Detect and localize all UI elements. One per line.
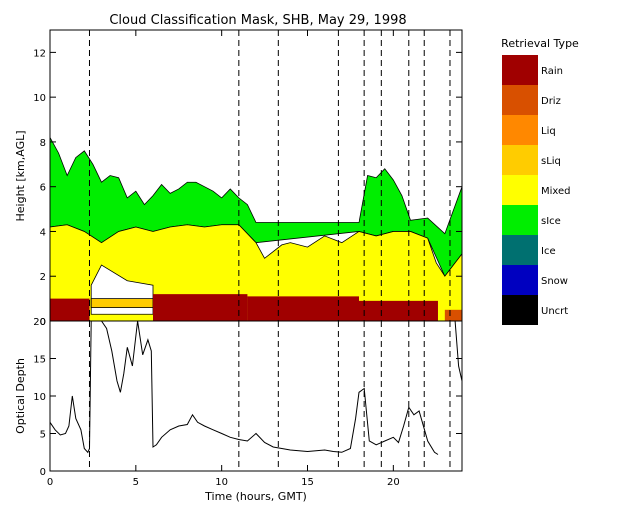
rain-block (359, 300, 438, 321)
height-axis-label: Height [km,AGL] (14, 130, 27, 221)
legend-swatch-rain (502, 55, 538, 85)
height-tick-label: 8 (40, 138, 46, 149)
time-markers (88, 30, 451, 321)
time-tick-label: 10 (215, 477, 228, 488)
legend-label-ice: Ice (541, 246, 556, 257)
time-tick-label: 0 (47, 477, 53, 488)
optical-depth-tick-label: 10 (33, 392, 46, 403)
legend-swatch-sice (502, 205, 538, 235)
legend: Retrieval Type Rain Driz Liq sLiq Mixed sIce I… (501, 37, 579, 325)
time-tick-label: 20 (387, 477, 400, 488)
legend-items: Rain Driz Liq sLiq Mixed sIce Ice Snow Uncrt (502, 55, 571, 325)
height-tick-label: 6 (40, 183, 46, 194)
height-tick-label: 10 (33, 93, 46, 104)
classification-panel: 0 2 4 6 8 10 12 Height [km,AGL] (14, 29, 463, 328)
sliq-stripe (90, 298, 154, 308)
legend-swatch-liq (502, 115, 538, 145)
legend-label-sice: sIce (541, 216, 561, 227)
legend-label-sliq: sLiq (541, 156, 561, 167)
time-markers-bottom (88, 321, 451, 471)
rain-block (50, 298, 90, 321)
legend-label-driz: Driz (541, 96, 561, 107)
legend-label-uncrt: Uncrt (541, 306, 568, 317)
optical-depth-tick-label: 0 (40, 467, 46, 478)
optical-depth-axis-label: Optical Depth (14, 358, 27, 434)
legend-swatch-mixed (502, 175, 538, 205)
time-tick-label: 5 (133, 477, 139, 488)
legend-title: Retrieval Type (501, 37, 579, 50)
legend-label-mixed: Mixed (541, 186, 571, 197)
time-tick-label: 15 (301, 477, 314, 488)
classification-mask (49, 30, 463, 322)
optical-depth-line (50, 321, 462, 455)
optical-depth-axis-ticks: 0 5 10 15 20 (33, 317, 462, 478)
legend-label-liq: Liq (541, 126, 556, 137)
time-axis-ticks: 0 5 10 15 20 (47, 30, 400, 488)
optical-depth-tick-label: 15 (33, 355, 46, 366)
legend-swatch-snow (502, 265, 538, 295)
height-tick-label: 12 (33, 48, 46, 59)
driz-block (444, 309, 462, 321)
optical-depth-tick-label: 5 (40, 430, 46, 441)
legend-label-snow: Snow (541, 276, 568, 287)
rain-block (247, 296, 359, 321)
legend-swatch-sliq (502, 145, 538, 175)
rain-block (153, 294, 248, 321)
optical-depth-frame (49, 320, 463, 472)
legend-label-rain: Rain (541, 66, 563, 77)
height-tick-label: 4 (40, 227, 46, 238)
chart-title: Cloud Classification Mask, SHB, May 29, … (109, 13, 406, 28)
ice-gap (256, 30, 359, 222)
time-axis-label: Time (hours, GMT) (204, 490, 307, 503)
height-tick-label: 0 (40, 317, 46, 328)
height-axis-ticks: 0 2 4 6 8 10 12 (33, 48, 462, 328)
optical-depth-tick-label: 20 (33, 317, 46, 328)
legend-swatch-ice (502, 235, 538, 265)
legend-swatch-driz (502, 85, 538, 115)
legend-swatch-uncrt (502, 295, 538, 325)
height-tick-label: 2 (40, 272, 46, 283)
